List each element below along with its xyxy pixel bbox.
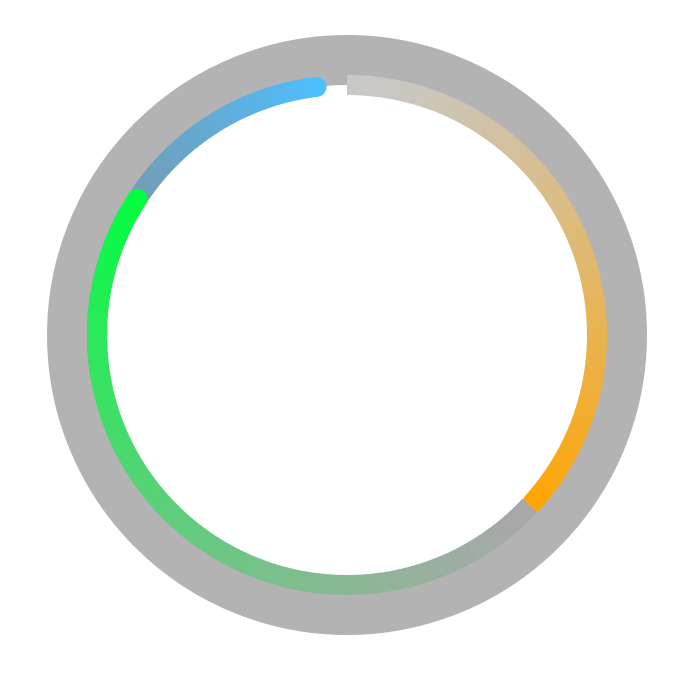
- orange-arc: [346, 75, 607, 513]
- blue-arc-end-cap: [306, 76, 327, 97]
- green-arc-end-cap: [127, 188, 148, 209]
- ring-center: [122, 110, 572, 560]
- ring-track: [47, 35, 647, 635]
- ring-arcs: [86, 75, 607, 596]
- green-arc: [86, 188, 538, 596]
